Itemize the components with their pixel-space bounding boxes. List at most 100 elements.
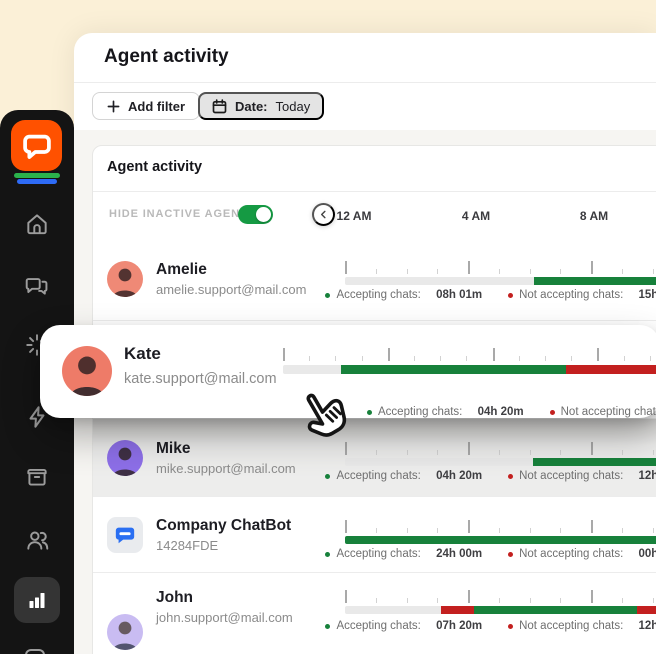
timeline-tick [529,598,531,603]
agent-name: Mike [156,439,191,457]
automation-lightning-icon[interactable] [24,404,50,430]
accepting-label: Accepting chats: [378,406,463,418]
timeline-tick [652,450,654,455]
date-label: Date: [235,98,268,114]
reports-button-active[interactable] [14,577,60,623]
timeline-segment-off [566,365,656,374]
partial-bottom-icon[interactable] [25,649,45,654]
not-accepting-value: 00h 00m [638,548,656,560]
not-accepting-label: Not accepting chats: [519,289,624,301]
page-title: Agent activity [104,46,229,67]
accepting-label: Accepting chats: [336,289,421,301]
red-dot-icon [508,623,514,629]
timeline-tick [518,356,520,361]
agent-row-john[interactable]: John john.support@mail.com Accepting cha… [93,573,656,654]
timeline-tick [591,590,593,603]
agent-row-kate-highlighted[interactable]: Kate kate.support@mail.com Accepting cha… [40,325,656,418]
agent-row-amelie[interactable]: Amelie amelie.support@mail.com Accepting… [93,238,656,321]
timeline-tick [597,348,600,361]
timeline-bar [345,277,656,285]
hide-inactive-label: HIDE INACTIVE AGENTS [109,208,256,220]
logo-layer-blue-icon [17,179,57,184]
not-accepting-value: 15h 59m [638,289,656,301]
agent-name: Kate [124,344,161,363]
timeline-tick [498,598,500,603]
timeline-segment-on [532,458,656,466]
timeline-tick [529,450,531,455]
timeline-tick [492,348,495,361]
timeline-tick [375,598,377,603]
archives-icon[interactable] [24,464,50,490]
accepting-label: Accepting chats: [336,548,421,560]
red-dot-icon [549,409,555,415]
chevron-left-icon [320,210,326,219]
timeline-segment-off [441,606,475,614]
timeline-tick [375,450,377,455]
chats-icon[interactable] [24,272,50,298]
timeline-segment-on [345,536,656,544]
timeline-tick [591,520,593,533]
livechat-logo[interactable] [11,120,62,171]
chat-bubble-icon [22,134,51,159]
time-label-4am: 4 AM [461,209,491,223]
timeline-tick [621,598,623,603]
timeline-tick [591,261,593,274]
timeline-segment-idle [345,458,533,466]
date-filter-chip[interactable]: Date: Today [198,92,325,120]
agent-name: John [156,589,194,606]
accepting-value: 24h 00m [436,548,483,560]
agent-email: mike.support@mail.com [156,460,296,476]
timeline-ticks [345,441,656,455]
timeline-tick [468,442,470,455]
timeline-tick [406,528,408,533]
agent-name: Amelie [156,261,207,278]
timeline-tick [387,348,390,361]
timeline-tick [406,269,408,274]
timeline-segment-on [474,606,638,614]
home-icon[interactable] [24,211,50,237]
timeline-tick [560,269,562,274]
timeline-tick [466,356,468,361]
red-dot-icon [508,473,514,479]
timeline-tick [468,520,470,533]
hide-inactive-toggle[interactable] [238,205,273,224]
accepting-label: Accepting chats: [336,470,421,482]
agent-email: amelie.support@mail.com [156,282,307,297]
agent-id: 14284FDE [156,537,219,553]
avatar-kate [62,346,112,396]
timeline-tick [571,356,573,361]
timeline-tick [375,269,377,274]
green-dot-icon [325,473,331,479]
timeline-legend: Accepting chats: 24h 00m Not accepting c… [325,548,656,560]
agent-row-chatbot[interactable]: Company ChatBot 14284FDE Accepting chats… [93,497,656,573]
timeline-tick [375,528,377,533]
green-dot-icon [325,292,331,298]
hand-cursor-icon [292,386,354,448]
card-title: Agent activity [107,159,203,175]
timeline-tick [621,528,623,533]
agent-email: john.support@mail.com [156,610,293,625]
red-dot-icon [508,292,514,298]
bar-chart-icon [29,593,45,608]
timeline-tick [560,528,562,533]
agent-row-mike[interactable]: Mike mike.support@mail.com Accepting cha… [93,419,656,497]
not-accepting-label: Not accepting chats: [519,470,624,482]
avatar-amelie [107,261,143,297]
timeline-segment-on [340,365,567,374]
activity-timeline: Accepting chats: 04h 20m Not accepting c… [325,419,656,496]
timeline-tick [498,269,500,274]
timeline-legend: Accepting chats: 04h 20m Not accepting c… [367,406,656,418]
timeline-tick [468,590,470,603]
add-filter-button[interactable]: Add filter [92,92,201,120]
timeline-ticks [345,519,656,533]
scroll-left-button[interactable] [312,203,335,226]
time-label-8am: 8 AM [579,209,609,223]
timeline-segment-idle [345,606,442,614]
timeline-tick [623,356,625,361]
timeline-tick [437,269,439,274]
avatar-john [107,613,143,650]
team-icon[interactable] [24,527,50,553]
timeline-segment-idle [283,365,341,374]
agent-email: kate.support@mail.com [124,371,277,387]
person-icon [70,356,104,396]
